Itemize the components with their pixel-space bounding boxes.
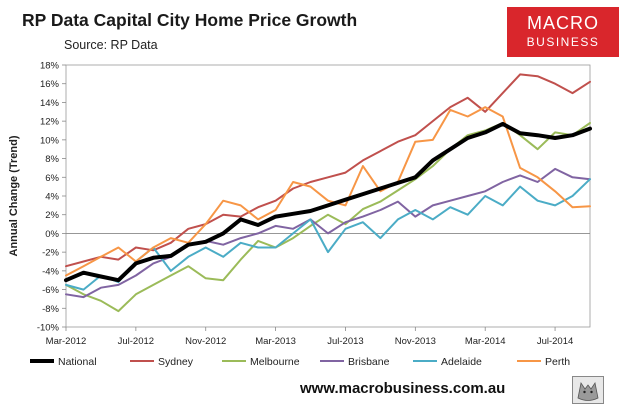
x-tick-label: Jul-2013 bbox=[327, 336, 363, 347]
series-line-adelaide bbox=[65, 178, 591, 291]
y-tick-label: 12% bbox=[40, 117, 60, 128]
chart-subtitle: Source: RP Data bbox=[64, 38, 158, 52]
footer-url: www.macrobusiness.com.au bbox=[300, 380, 506, 397]
legend-label-adelaide: Adelaide bbox=[441, 356, 482, 368]
y-axis-label: Annual Change (Trend) bbox=[8, 135, 20, 256]
y-tick-label: 6% bbox=[45, 173, 59, 184]
y-tick-label: 4% bbox=[45, 192, 59, 203]
series-line-melbourne bbox=[65, 122, 591, 313]
y-tick-label: 0% bbox=[45, 229, 59, 240]
y-tick-label: 14% bbox=[40, 98, 60, 109]
legend-label-national: National bbox=[58, 356, 97, 368]
x-tick-label: Nov-2013 bbox=[395, 336, 436, 347]
series-line-perth bbox=[65, 106, 591, 277]
series-line-sydney bbox=[65, 73, 591, 268]
x-tick-label: Mar-2014 bbox=[465, 336, 506, 347]
y-tick-label: 2% bbox=[45, 210, 59, 221]
y-tick-label: -8% bbox=[42, 304, 59, 315]
y-tick-label: -6% bbox=[42, 285, 59, 296]
legend-label-sydney: Sydney bbox=[158, 356, 194, 368]
x-tick-label: Jul-2012 bbox=[118, 336, 154, 347]
logo-line-1: MACRO bbox=[527, 13, 599, 33]
legend-label-brisbane: Brisbane bbox=[348, 356, 390, 368]
x-tick-label: Nov-2012 bbox=[185, 336, 226, 347]
y-tick-label: -2% bbox=[42, 248, 59, 259]
legend-label-perth: Perth bbox=[545, 356, 570, 368]
x-tick-label: Jul-2014 bbox=[537, 336, 573, 347]
x-tick-label: Mar-2013 bbox=[255, 336, 296, 347]
y-tick-label: -4% bbox=[42, 266, 59, 277]
y-tick-label: 8% bbox=[45, 154, 59, 165]
macrobusiness-logo: MACRO BUSINESS bbox=[507, 7, 619, 57]
logo-line-2: BUSINESS bbox=[526, 35, 600, 49]
series-line-brisbane bbox=[65, 167, 591, 299]
legend-label-melbourne: Melbourne bbox=[250, 356, 300, 368]
y-tick-label: -10% bbox=[37, 323, 60, 334]
y-tick-label: 10% bbox=[40, 135, 60, 146]
y-tick-label: 18% bbox=[40, 61, 60, 72]
chart-title: RP Data Capital City Home Price Growth bbox=[22, 10, 358, 30]
x-tick-label: Mar-2012 bbox=[46, 336, 87, 347]
y-tick-label: 16% bbox=[40, 79, 60, 90]
series-line-national bbox=[64, 121, 592, 283]
wolf-icon bbox=[572, 376, 604, 404]
